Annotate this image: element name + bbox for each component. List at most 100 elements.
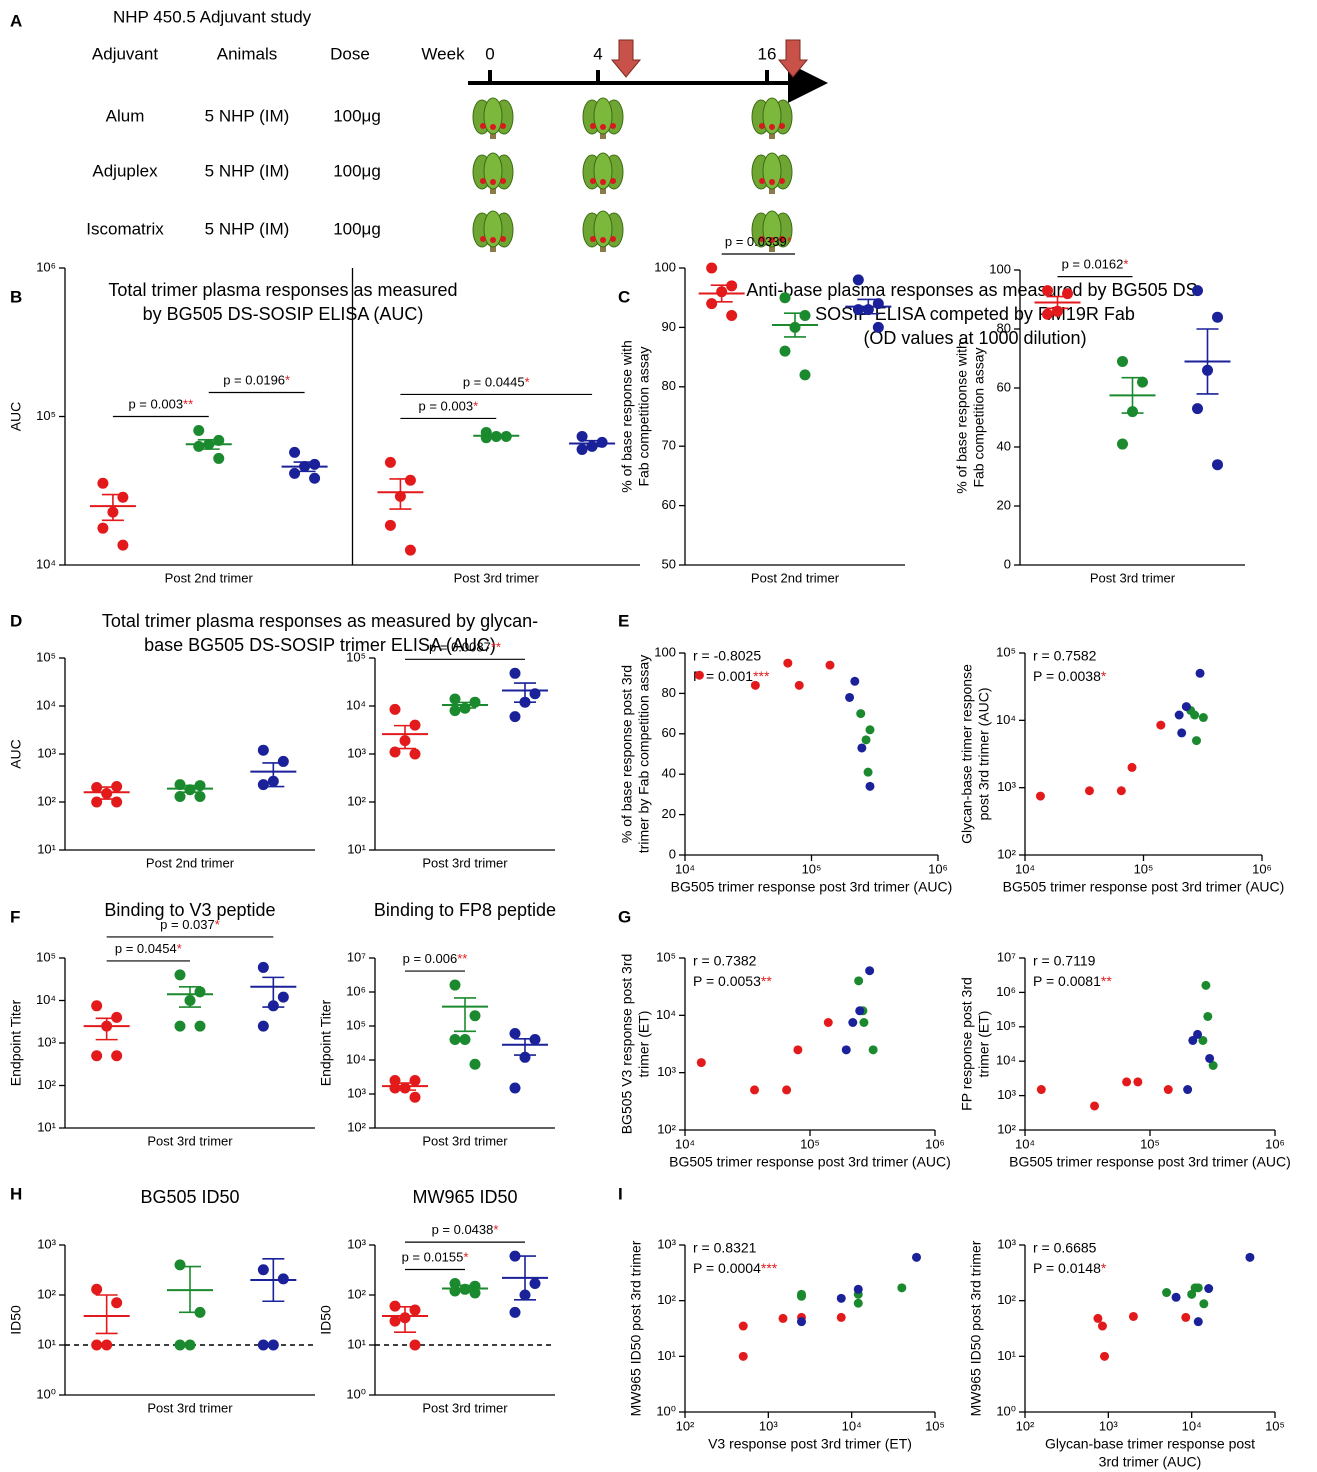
data-point [1127, 762, 1137, 772]
data-point [1193, 1283, 1203, 1293]
y-tick-label: 10⁷ [997, 949, 1016, 964]
significance-stars: * [463, 1250, 468, 1265]
data-point [1208, 1060, 1218, 1070]
r-value: r = 0.8321 [693, 1240, 757, 1256]
y-tick-label: 10² [37, 793, 56, 808]
significance-stars: ** [761, 973, 772, 989]
y-tick-label: 100 [989, 261, 1011, 276]
y-tick-label: 10³ [37, 1034, 56, 1049]
data-point [91, 1000, 103, 1012]
data-point [596, 436, 608, 448]
significance-stars: * [1101, 1260, 1107, 1276]
y-tick-label: 80 [997, 320, 1011, 335]
data-point [738, 1321, 748, 1331]
data-point [404, 544, 416, 556]
data-point [1042, 285, 1053, 297]
data-point [389, 1315, 401, 1327]
data-point [1181, 1312, 1191, 1322]
data-point [101, 1339, 113, 1351]
significance-stars: * [1123, 257, 1128, 272]
data-point [863, 767, 873, 777]
data-point [1116, 786, 1126, 796]
y-tick-label: 10³ [347, 1085, 366, 1100]
data-point [409, 748, 421, 760]
y-tick-label: 10¹ [997, 1348, 1016, 1363]
p-value-text: P = 0.0004 [693, 1260, 761, 1276]
x-tick-label: Post 3rd trimer [422, 1400, 508, 1415]
data-point [1117, 355, 1128, 367]
p-value-text: P = 0.0148 [1033, 1260, 1101, 1276]
data-point [289, 467, 301, 479]
data-point [1188, 1035, 1198, 1045]
data-point [111, 1297, 123, 1309]
data-point [213, 452, 225, 464]
p-value: p = 0.006 [403, 951, 458, 966]
adjuvant: Adjuplex [92, 161, 158, 180]
y-tick-label: 10⁰ [656, 1403, 676, 1418]
y-tick-label: 10³ [997, 1087, 1016, 1102]
x-axis-label: V3 response post 3rd trimer (ET) [708, 1436, 912, 1452]
y-tick-label: 10³ [347, 1236, 366, 1251]
data-point [277, 755, 289, 767]
y-tick-label: 10⁴ [346, 697, 366, 712]
y-tick-label: 10⁵ [36, 408, 56, 423]
data-point [576, 443, 588, 455]
y-axis-label: Glycan-base trimer response [959, 664, 975, 844]
comparison-label: p = 0.037* [160, 917, 220, 932]
data-point [1171, 1292, 1181, 1302]
animals: 5 NHP (IM) [205, 106, 290, 125]
y-tick-label: 10⁶ [346, 983, 366, 998]
data-point [1036, 1085, 1046, 1095]
panel-letter: C [618, 287, 630, 306]
data-point [1245, 1252, 1255, 1262]
data-point [1193, 1029, 1203, 1039]
data-point [696, 1058, 706, 1068]
data-point [409, 1074, 421, 1086]
trimer-icon [472, 210, 514, 253]
y-tick-label: 10² [37, 1286, 56, 1301]
week-label: 4 [593, 44, 602, 63]
p-value-text: P = 0.0081 [1033, 973, 1101, 989]
data-point [257, 779, 269, 791]
data-point [384, 456, 396, 468]
y-tick-label: 80 [662, 685, 676, 700]
data-point [1212, 459, 1223, 471]
data-point [848, 1017, 858, 1027]
x-tick-label: 10⁵ [1265, 1418, 1285, 1433]
data-point [855, 1006, 865, 1016]
data-point [1205, 1053, 1215, 1063]
panel-letter: A [10, 11, 22, 30]
data-point [576, 430, 588, 442]
p-value: p = 0.0438 [432, 1223, 494, 1238]
data-point [409, 1091, 421, 1103]
data-point [897, 1283, 907, 1293]
data-point [1122, 1077, 1132, 1087]
data-point [845, 692, 855, 702]
y-tick-label: 10¹ [657, 1348, 676, 1363]
data-point [1177, 728, 1187, 738]
data-point [509, 1306, 521, 1318]
data-point [91, 796, 103, 808]
p-value: P = 0.0081** [1033, 973, 1112, 989]
data-point [389, 703, 401, 715]
y-axis-label: FP response post 3rd [959, 977, 975, 1111]
y-tick-label: 10³ [997, 1236, 1016, 1251]
data-point [289, 446, 301, 458]
animals: 5 NHP (IM) [205, 219, 290, 238]
y-tick-label: 20 [662, 806, 676, 821]
data-point [1163, 1085, 1173, 1095]
data-point [1137, 376, 1148, 388]
panel-letter: B [10, 287, 22, 306]
r-value: r = 0.7119 [1033, 953, 1096, 969]
p-value: P = 0.0148* [1033, 1260, 1107, 1276]
data-point [836, 1312, 846, 1322]
data-point [726, 310, 738, 322]
data-point [257, 744, 269, 756]
y-tick-label: 60 [662, 725, 676, 740]
x-tick-label: Post 2nd trimer [146, 855, 235, 870]
data-point [694, 670, 704, 680]
chart-title: Binding to V3 peptide [104, 900, 275, 920]
data-point [825, 660, 835, 670]
data-point [194, 986, 206, 998]
y-tick-label: 10³ [657, 1064, 676, 1079]
